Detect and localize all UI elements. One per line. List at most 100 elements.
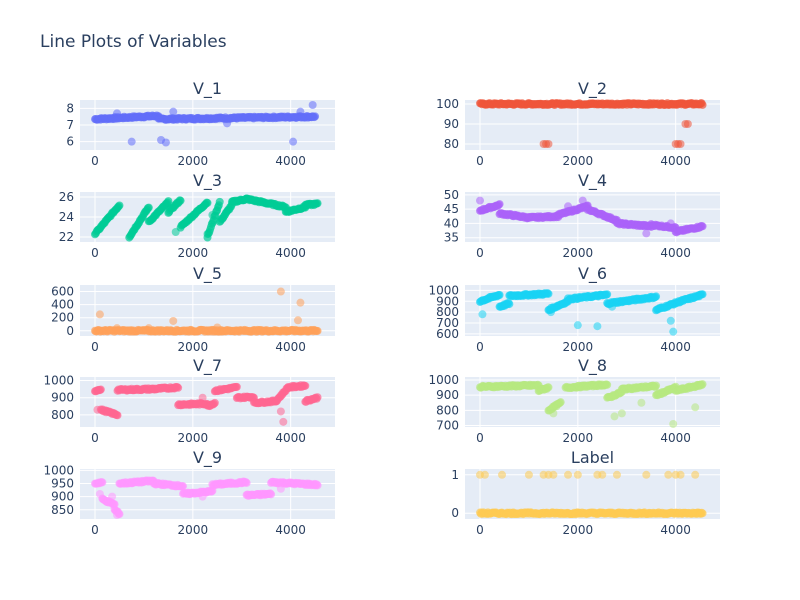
y-tick-label: 700 xyxy=(436,418,459,432)
subplot-title: V_9 xyxy=(193,448,222,468)
chart-title: Line Plots of Variables xyxy=(40,32,227,52)
data-point xyxy=(476,196,484,205)
data-point xyxy=(215,197,224,206)
data-point xyxy=(669,419,678,428)
y-tick-label: 40 xyxy=(444,216,459,230)
data-point xyxy=(498,470,507,479)
subplot-title: V_7 xyxy=(193,356,222,376)
subplot-label: 0 2000 4000 0 1 Label xyxy=(451,448,720,537)
data-point xyxy=(669,327,678,336)
data-point xyxy=(276,484,285,493)
y-tick-label: 900 xyxy=(436,294,459,308)
data-point xyxy=(313,326,322,335)
y-tick-label: 35 xyxy=(444,231,459,245)
x-tick-label: 4000 xyxy=(660,523,691,537)
data-point xyxy=(232,382,241,391)
data-point xyxy=(505,300,514,309)
series-points xyxy=(91,287,322,336)
data-point xyxy=(313,481,322,490)
data-point xyxy=(612,470,621,479)
y-tick-label: 1000 xyxy=(428,373,459,387)
x-tick-label: 0 xyxy=(91,340,99,354)
data-point xyxy=(544,140,553,148)
y-tick-label: 24 xyxy=(59,210,74,224)
subplot-title: V_1 xyxy=(193,79,222,99)
data-point xyxy=(544,383,553,392)
series-points xyxy=(476,289,707,336)
data-point xyxy=(608,302,617,311)
y-tick-label: 400 xyxy=(51,298,74,312)
data-point xyxy=(289,137,298,146)
x-tick-label: 4000 xyxy=(660,431,691,445)
data-point xyxy=(164,197,173,206)
x-tick-label: 4000 xyxy=(660,246,691,260)
y-tick-label: 1 xyxy=(451,468,459,482)
data-point xyxy=(179,482,188,491)
subplot-title: V_8 xyxy=(578,356,607,376)
x-tick-label: 2000 xyxy=(563,246,594,260)
data-point xyxy=(546,308,555,317)
data-point xyxy=(313,199,322,208)
series-points xyxy=(476,99,707,148)
series-points xyxy=(476,196,707,238)
data-point xyxy=(93,405,102,414)
data-point xyxy=(127,137,136,146)
data-point xyxy=(223,119,232,128)
subplot-v_1: 0 2000 4000 6 7 8 V_1 xyxy=(66,79,335,168)
y-tick-label: 800 xyxy=(436,305,459,319)
data-point xyxy=(267,490,276,499)
x-tick-label: 0 xyxy=(476,154,484,168)
y-tick-label: 6 xyxy=(66,135,74,149)
data-point xyxy=(161,138,170,147)
data-point xyxy=(95,490,104,498)
data-point xyxy=(691,403,700,412)
data-point xyxy=(652,381,661,390)
data-point xyxy=(313,393,322,402)
data-point xyxy=(296,107,305,116)
x-tick-label: 0 xyxy=(91,246,99,260)
data-point xyxy=(556,398,565,407)
y-tick-label: 200 xyxy=(51,311,74,325)
y-tick-label: 900 xyxy=(436,388,459,402)
data-point xyxy=(213,323,222,332)
data-point xyxy=(308,101,317,109)
data-point xyxy=(113,324,122,333)
data-point xyxy=(203,198,212,207)
data-point xyxy=(169,316,178,325)
x-tick-label: 4000 xyxy=(660,154,691,168)
y-tick-label: 700 xyxy=(436,316,459,330)
x-tick-label: 4000 xyxy=(275,523,306,537)
subplot-title: V_2 xyxy=(578,79,607,99)
data-point xyxy=(664,470,673,479)
data-point xyxy=(564,470,573,479)
x-tick-label: 0 xyxy=(476,431,484,445)
data-point xyxy=(524,470,533,479)
series-points xyxy=(91,476,322,520)
subplot-title: Label xyxy=(571,448,614,467)
x-tick-label: 0 xyxy=(476,246,484,260)
subplot-title: V_5 xyxy=(193,264,222,284)
series-points xyxy=(476,380,707,428)
data-point xyxy=(115,201,124,210)
data-point xyxy=(276,287,285,296)
data-point xyxy=(174,383,183,392)
data-point xyxy=(198,492,207,501)
x-tick-label: 2000 xyxy=(178,154,209,168)
data-point xyxy=(691,470,700,479)
y-tick-label: 950 xyxy=(51,476,74,490)
data-point xyxy=(573,321,582,330)
data-point xyxy=(637,398,646,407)
data-point xyxy=(96,385,105,394)
subplot-title: V_4 xyxy=(578,171,607,191)
y-tick-label: 80 xyxy=(444,137,459,151)
data-point xyxy=(495,291,504,300)
data-point xyxy=(676,470,685,479)
data-point xyxy=(276,407,285,416)
data-point xyxy=(208,211,217,219)
x-tick-label: 0 xyxy=(91,431,99,445)
y-tick-label: 1000 xyxy=(43,373,74,387)
y-tick-label: 45 xyxy=(444,202,459,216)
